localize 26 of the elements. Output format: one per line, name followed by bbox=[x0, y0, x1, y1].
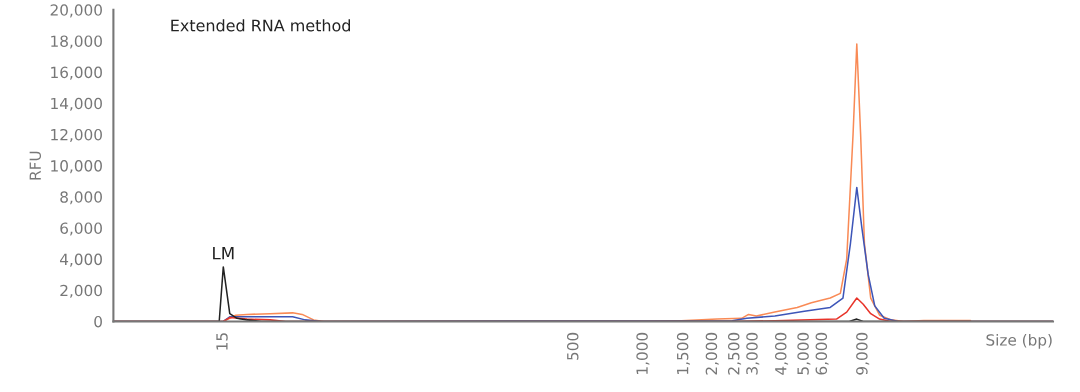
y-axis-title: RFU bbox=[29, 151, 42, 180]
y-tick-label: 10,000 bbox=[51, 160, 102, 174]
x-tick-label: 15 bbox=[216, 333, 228, 350]
x-tick-label: 1,000 bbox=[636, 332, 650, 374]
y-tick-label: 16,000 bbox=[51, 66, 102, 80]
x-tick-label: 2,000 bbox=[705, 332, 719, 375]
annotation: LM bbox=[213, 247, 234, 260]
x-tick-label: 500 bbox=[566, 332, 579, 360]
x-axis-title: Size (bp) bbox=[986, 333, 1052, 349]
x-tick-label: 3,000 bbox=[746, 332, 760, 375]
x-tick-label: 2,500 bbox=[727, 332, 742, 375]
x-tick-label: 1,500 bbox=[676, 332, 690, 374]
y-tick-label: 18,000 bbox=[51, 35, 102, 49]
y-tick-label: 12,000 bbox=[51, 128, 102, 143]
y-tick-label: 4,000 bbox=[59, 253, 102, 267]
y-tick-label: 0 bbox=[94, 315, 102, 328]
y-tick-label: 14,000 bbox=[51, 97, 102, 111]
x-tick-label: 6,000 bbox=[815, 332, 829, 375]
y-tick-label: 2,000 bbox=[60, 284, 102, 298]
y-tick-label: 6,000 bbox=[60, 222, 102, 236]
x-tick-label: 4,000 bbox=[774, 332, 789, 375]
x-tick-label: 9,000 bbox=[856, 332, 870, 375]
y-tick-label: 20,000 bbox=[50, 4, 102, 18]
x-tick-label: 5,000 bbox=[797, 332, 811, 375]
y-tick-label: 8,000 bbox=[60, 191, 102, 205]
annotation: Extended RNA method bbox=[171, 19, 350, 32]
